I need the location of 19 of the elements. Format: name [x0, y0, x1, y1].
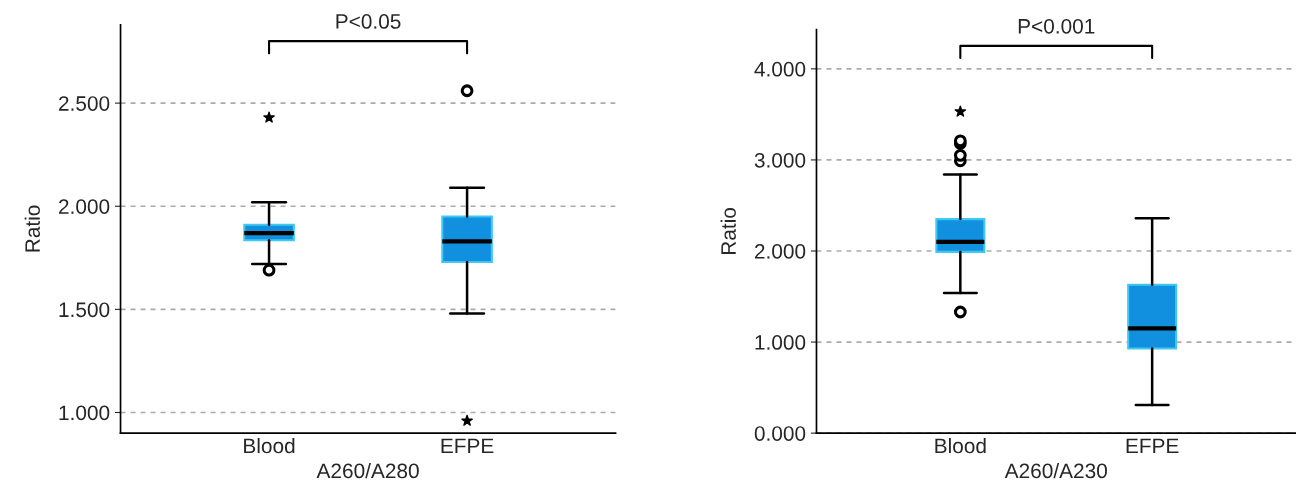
y-tick-label: 1.500	[59, 302, 110, 318]
x-axis-title: A260/A230	[1004, 462, 1107, 479]
y-tick-label: 1.000	[59, 405, 110, 421]
x-tick-label: EFPE	[441, 438, 494, 454]
y-tick-label: 1.000	[755, 335, 806, 350]
y-axis-title: Ratio	[720, 207, 736, 255]
y-tick-label: 0.000	[754, 426, 806, 441]
y-tick-label: 2.000	[754, 243, 806, 259]
x-axis-title: A260/A280	[316, 462, 419, 479]
y-axis-title: Ratio	[24, 205, 40, 252]
y-tick-label: 4.000	[754, 61, 806, 77]
y-tick-label: 3.000	[754, 152, 806, 168]
x-tick-label: Blood	[935, 437, 986, 454]
annotation: P<0.05	[336, 14, 401, 29]
y-tick-label: 2.000	[59, 199, 110, 214]
x-tick-label: EFPE	[1126, 438, 1179, 454]
annotation: P<0.001	[1018, 18, 1095, 34]
x-tick-label: Blood	[244, 437, 295, 454]
y-tick-label: 2.500	[59, 96, 110, 111]
